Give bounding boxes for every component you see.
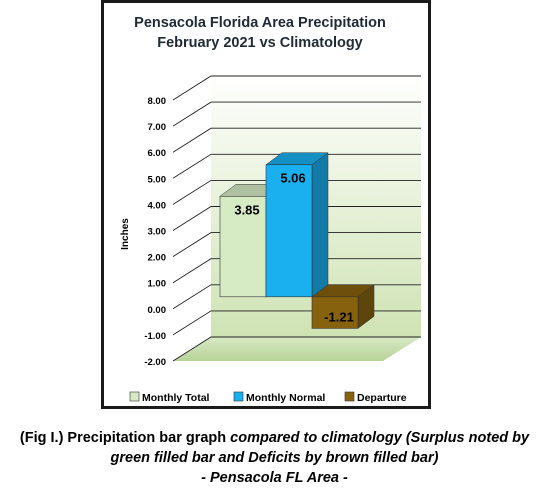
legend-label: Monthly Normal xyxy=(246,392,325,404)
y-tick-label: 1.00 xyxy=(148,279,167,290)
bar-front xyxy=(219,196,267,298)
gridline xyxy=(172,206,421,231)
gridline xyxy=(172,336,421,362)
legend-swatch xyxy=(233,391,244,402)
bar-data-label: -1.21 xyxy=(324,309,354,324)
y-tick-label: 7.00 xyxy=(148,122,167,133)
legend-label: Monthly Total xyxy=(142,392,210,404)
bar: -1.21 xyxy=(311,284,375,329)
y-tick-label: 4.00 xyxy=(148,200,167,211)
gridline xyxy=(172,153,421,179)
gridline xyxy=(172,127,421,153)
caption-part1: (Fig I.) Precipitation bar graph xyxy=(19,430,231,446)
bar-data-label: 3.85 xyxy=(234,202,259,217)
y-tick-label: 6.00 xyxy=(148,148,167,159)
bars: 3.85 5.06 -1.21 xyxy=(219,152,375,329)
y-tick-label: 8.00 xyxy=(148,96,167,107)
legend-label: Departure xyxy=(357,392,407,404)
gridline xyxy=(172,258,421,284)
y-tick-label: 0.00 xyxy=(148,305,167,316)
legend-swatch xyxy=(129,391,140,402)
chart-frame: Pensacola Florida Area Precipitation Feb… xyxy=(101,0,431,409)
chart-title-line2: February 2021 vs Climatology xyxy=(157,35,363,51)
figure-caption: (Fig I.) Precipitation bar graph compare… xyxy=(0,428,549,488)
gridline xyxy=(172,101,421,127)
y-tick-label: 3.00 xyxy=(148,227,167,238)
caption-part3: - Pensacola FL Area - xyxy=(201,470,348,486)
plot-floor xyxy=(173,337,421,361)
gridline xyxy=(172,179,421,205)
y-tick-label: 5.00 xyxy=(148,174,167,185)
caption-part2: compared to climatology (Surplus noted b… xyxy=(110,430,530,466)
chart-title-line1: Pensacola Florida Area Precipitation xyxy=(134,15,386,31)
bar: 5.06 xyxy=(265,152,329,298)
y-tick-labels: -2.00 -1.00 0.00 1.00 2.00 3.00 4.00 5.00 6.00 7.… xyxy=(144,96,166,368)
legend: Monthly Total Monthly Normal Departure xyxy=(129,391,407,404)
bar-front xyxy=(311,296,359,329)
y-tick-label: -1.00 xyxy=(144,331,166,342)
legend-swatch xyxy=(344,391,355,402)
precipitation-chart: Pensacola Florida Area Precipitation Feb… xyxy=(120,15,421,404)
bar-front xyxy=(265,164,313,298)
bar-side xyxy=(311,152,329,298)
y-axis-label: Inches xyxy=(120,218,131,250)
gridline xyxy=(172,232,421,257)
y-tick-label: -2.00 xyxy=(144,357,166,368)
y-tick-label: 2.00 xyxy=(148,253,167,264)
gridline xyxy=(172,75,421,101)
bar-data-label: 5.06 xyxy=(280,171,305,186)
